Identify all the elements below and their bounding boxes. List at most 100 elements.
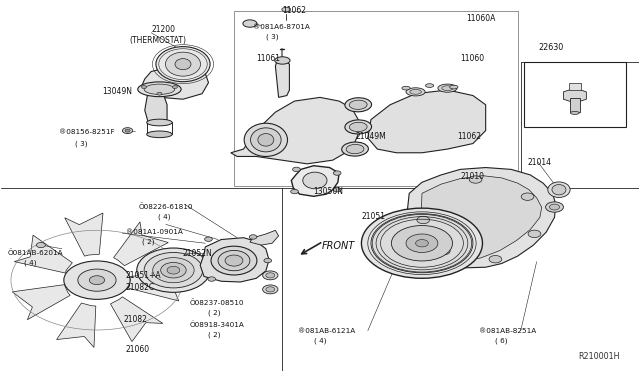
Polygon shape <box>145 92 167 122</box>
Polygon shape <box>368 90 486 153</box>
Text: ( 2): ( 2) <box>141 239 154 246</box>
Polygon shape <box>420 176 541 261</box>
Text: 21082C: 21082C <box>125 283 155 292</box>
Polygon shape <box>141 66 209 99</box>
Text: ®081A1-0901A: ®081A1-0901A <box>125 229 182 235</box>
Ellipse shape <box>161 262 186 278</box>
Ellipse shape <box>552 185 566 195</box>
Circle shape <box>141 86 147 89</box>
Polygon shape <box>231 97 358 164</box>
Text: Õ08226-61810: Õ08226-61810 <box>138 203 193 210</box>
Ellipse shape <box>218 250 250 271</box>
Text: Ô08918-3401A: Ô08918-3401A <box>189 321 244 328</box>
Circle shape <box>545 202 563 212</box>
Circle shape <box>528 230 541 238</box>
Ellipse shape <box>244 123 287 157</box>
Ellipse shape <box>442 86 453 90</box>
Polygon shape <box>111 297 163 341</box>
Text: 11062: 11062 <box>282 6 306 15</box>
Circle shape <box>36 243 45 248</box>
Ellipse shape <box>282 7 291 12</box>
Circle shape <box>392 225 452 261</box>
Ellipse shape <box>243 20 257 27</box>
Ellipse shape <box>450 85 458 89</box>
Polygon shape <box>406 167 556 268</box>
Text: 11060: 11060 <box>460 54 484 63</box>
Ellipse shape <box>346 144 364 154</box>
Text: 11060A: 11060A <box>467 13 496 22</box>
Polygon shape <box>113 222 168 266</box>
Circle shape <box>333 171 341 175</box>
Ellipse shape <box>548 182 570 198</box>
Ellipse shape <box>438 84 457 92</box>
Text: ( 4): ( 4) <box>24 259 36 266</box>
Text: 13050N: 13050N <box>314 187 344 196</box>
Text: ®081AB-6121A: ®081AB-6121A <box>298 328 355 334</box>
Circle shape <box>406 234 438 253</box>
Text: 13049N: 13049N <box>102 87 132 96</box>
Text: ®081A6-8701A: ®081A6-8701A <box>253 24 310 30</box>
Circle shape <box>90 276 104 285</box>
Ellipse shape <box>345 98 372 112</box>
Text: ®08156-8251F: ®08156-8251F <box>59 129 115 135</box>
Text: 21010: 21010 <box>460 172 484 181</box>
Ellipse shape <box>342 142 369 156</box>
Ellipse shape <box>137 248 210 292</box>
Circle shape <box>415 240 428 247</box>
Text: 21051: 21051 <box>362 212 385 221</box>
Text: 22630: 22630 <box>538 43 563 52</box>
Polygon shape <box>56 303 96 347</box>
Text: FRONT: FRONT <box>322 241 355 251</box>
Text: ( 6): ( 6) <box>495 337 508 344</box>
Ellipse shape <box>275 57 290 64</box>
Text: ( 3): ( 3) <box>75 140 87 147</box>
Ellipse shape <box>147 131 172 138</box>
Circle shape <box>264 259 271 263</box>
Text: Õ081AB-6201A: Õ081AB-6201A <box>8 249 63 256</box>
Ellipse shape <box>166 52 200 76</box>
Ellipse shape <box>349 100 367 109</box>
Circle shape <box>205 237 212 241</box>
Ellipse shape <box>410 89 421 94</box>
Circle shape <box>262 271 278 280</box>
Text: 21060: 21060 <box>125 345 150 354</box>
Text: ( 2): ( 2) <box>209 309 221 315</box>
Polygon shape <box>65 213 103 256</box>
Ellipse shape <box>153 258 194 283</box>
Polygon shape <box>200 238 269 282</box>
Text: ( 3): ( 3) <box>266 33 278 40</box>
Ellipse shape <box>345 120 372 134</box>
Polygon shape <box>250 230 278 245</box>
Circle shape <box>266 287 275 292</box>
Circle shape <box>208 277 216 281</box>
Ellipse shape <box>250 128 281 152</box>
Polygon shape <box>563 88 586 103</box>
Text: 21051+A: 21051+A <box>125 271 161 280</box>
Circle shape <box>469 176 482 183</box>
Text: 11062: 11062 <box>457 132 481 141</box>
Circle shape <box>292 167 300 171</box>
Bar <box>568 83 581 90</box>
Circle shape <box>266 273 275 278</box>
Text: 21014: 21014 <box>527 157 551 167</box>
Text: 21200: 21200 <box>152 25 176 33</box>
Circle shape <box>64 261 130 299</box>
Ellipse shape <box>349 122 367 132</box>
Circle shape <box>262 285 278 294</box>
Ellipse shape <box>156 46 210 82</box>
Text: ( 4): ( 4) <box>157 213 170 219</box>
Ellipse shape <box>402 86 410 90</box>
Text: (THERMOSTAT): (THERMOSTAT) <box>129 36 186 45</box>
Text: ( 2): ( 2) <box>209 331 221 338</box>
Ellipse shape <box>570 112 579 114</box>
Text: ®081AB-8251A: ®081AB-8251A <box>479 328 536 334</box>
Ellipse shape <box>167 266 180 274</box>
Polygon shape <box>12 285 70 320</box>
Circle shape <box>371 214 473 273</box>
Ellipse shape <box>144 253 203 288</box>
Text: 21052N: 21052N <box>183 249 212 258</box>
Circle shape <box>172 86 177 89</box>
Ellipse shape <box>175 59 191 70</box>
Polygon shape <box>129 271 182 301</box>
Bar <box>570 98 580 112</box>
